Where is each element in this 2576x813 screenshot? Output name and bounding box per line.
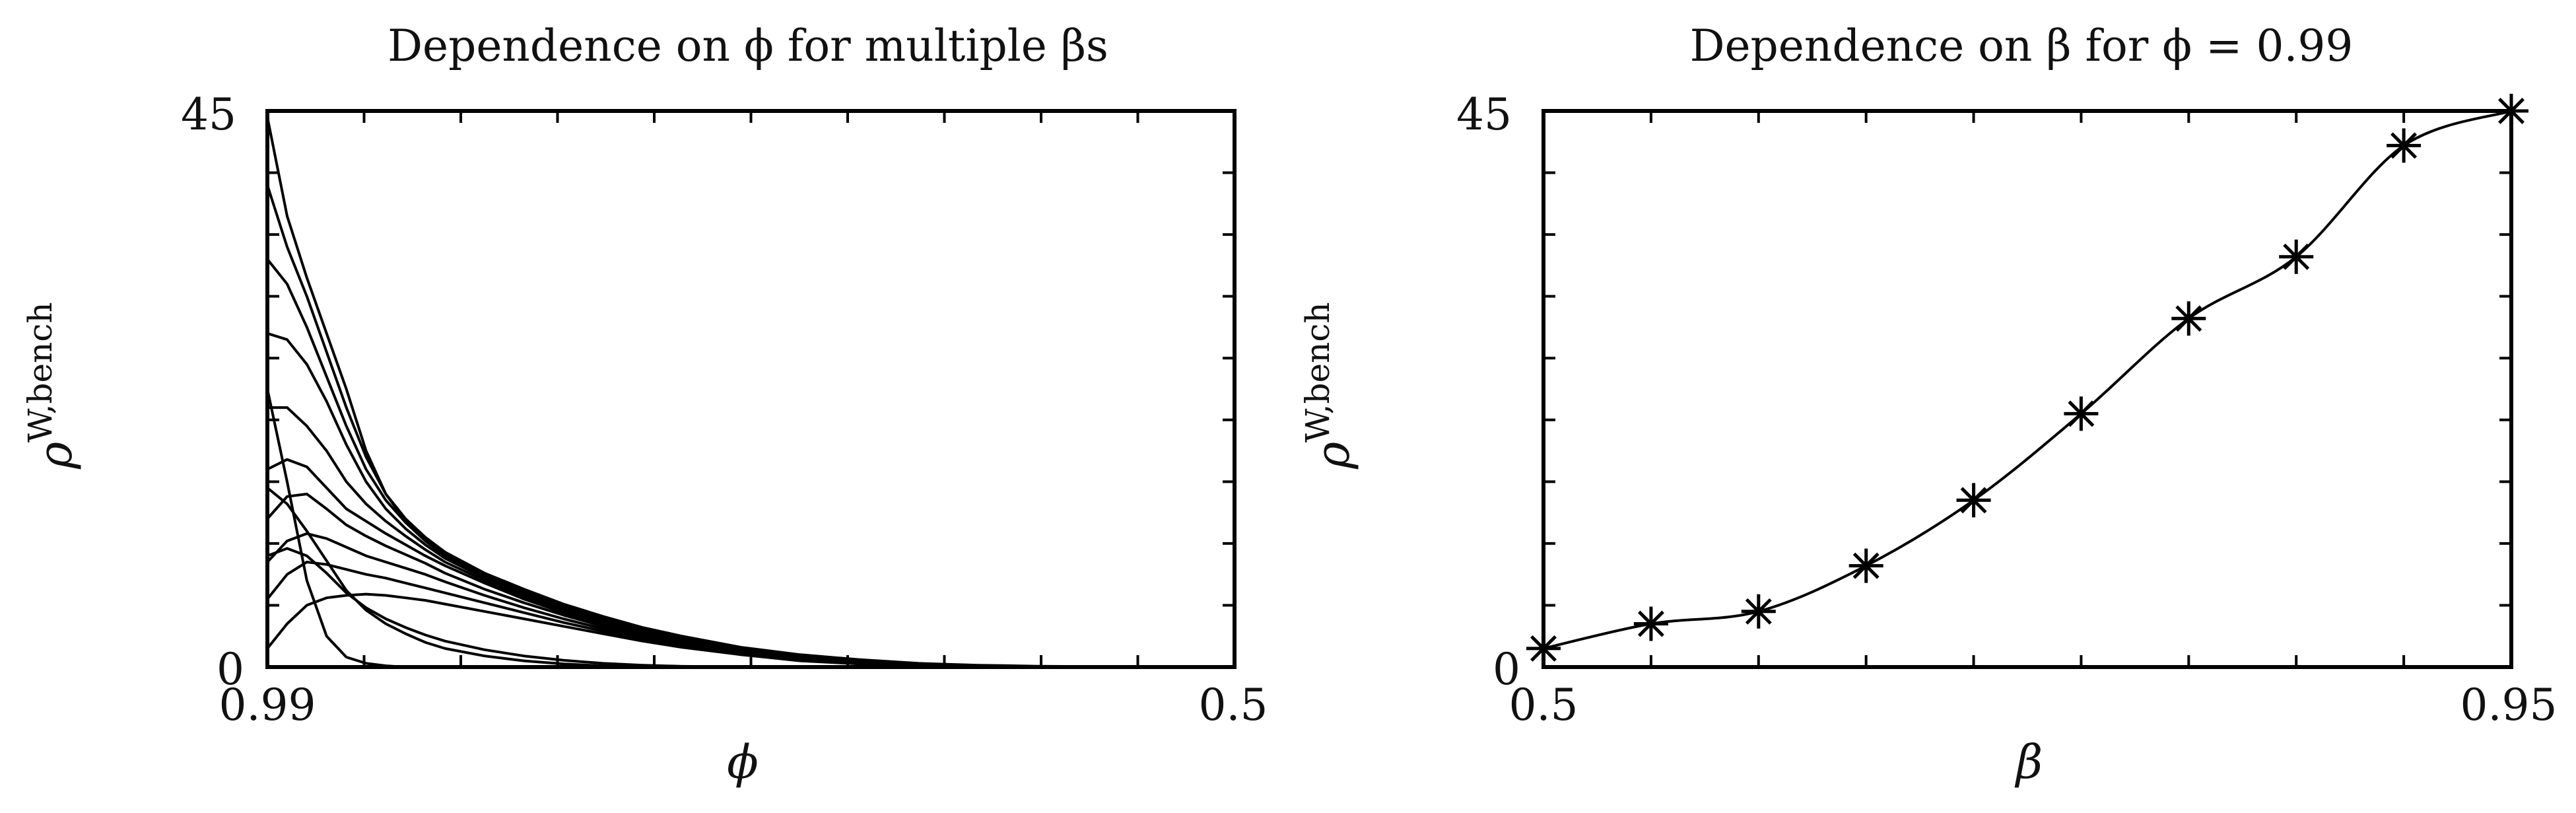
right-chart: Dependence on β for ϕ = 0.99 45 0 0.5 0.… [1299,20,2557,789]
right-y-axis-label: ρ W,bench [1299,302,1360,470]
asterisk-stroke [2068,400,2095,427]
right-plot-frame [1542,109,2513,669]
left-series-line-5 [267,406,1235,668]
left-chart-title: Dependence on ϕ for multiple βs [388,20,1108,71]
right-x-axis-label: β [2014,735,2043,789]
left-series-line-8 [266,532,1235,668]
right-minor-ticks [1543,111,2511,667]
asterisk-stroke [2175,305,2202,332]
right-x-tick-label-left: 0.5 [1509,680,1578,730]
asterisk-stroke [2498,98,2525,124]
asterisk-stroke [1637,610,1664,637]
left-y-axis-label: ρ W,bench [21,302,83,470]
asterisk-stroke [1530,635,1557,662]
right-y-tick-label-bottom: 0 [1493,644,1520,695]
right-chart-title: Dependence on β for ϕ = 0.99 [1690,20,2354,71]
right-data-point-2 [1633,606,1668,641]
left-y-tick-label-top: 45 [181,89,236,140]
asterisk-stroke [2283,243,2310,270]
right-data-point-8 [2279,239,2314,274]
right-data-point-1 [1526,631,1561,666]
right-data-point-5 [1956,483,1991,518]
asterisk-stroke [2390,132,2418,159]
left-series-line-3 [266,258,1235,668]
left-x-axis-label: ϕ [727,735,759,789]
right-data-point-10 [2494,94,2528,128]
left-series-line-2 [266,184,1235,668]
right-data-point-3 [1741,594,1776,629]
right-series-group [1526,94,2528,666]
left-x-tick-label-left: 0.99 [219,680,316,730]
right-series-line [1543,110,2512,650]
left-series-line-7 [266,493,1235,668]
left-x-tick-label-right: 0.5 [1199,680,1268,730]
left-series-line-12 [266,487,1235,668]
asterisk-stroke [1960,487,1987,514]
right-data-point-6 [2064,396,2099,431]
left-series-line-4 [267,332,1235,668]
right-y-axis-label-main: ρ [1306,442,1360,470]
left-chart: Dependence on ϕ for multiple βs 45 0 0.9… [21,20,1268,789]
asterisk-stroke [1745,598,1772,625]
left-y-axis-label-sup: W,bench [21,302,59,442]
right-data-point-4 [1848,548,1883,583]
asterisk-stroke [1852,552,1880,579]
left-y-axis-label-main: ρ [28,442,83,470]
right-x-tick-label-right: 0.95 [2460,680,2558,730]
left-series-group [266,117,1235,668]
right-data-point-7 [2171,301,2206,336]
right-y-axis-label-sup: W,bench [1299,302,1337,442]
left-y-tick-label-bottom: 0 [217,644,244,695]
left-minor-ticks [267,111,1235,667]
right-y-tick-label-top: 45 [1456,89,1512,140]
left-series-line-13 [267,547,1235,668]
right-data-point-9 [2387,128,2422,163]
